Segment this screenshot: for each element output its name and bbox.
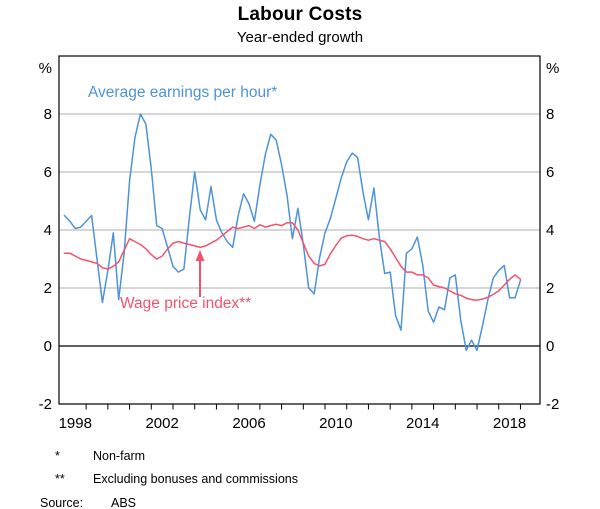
y-axis-label-right-2: 2 (546, 280, 554, 297)
series-label-average-earnings: Average earnings per hour* (88, 84, 278, 101)
y-axis-label-left-8: 8 (44, 106, 52, 123)
y-axis-label-left-6: 6 (44, 164, 52, 181)
chart-title: Labour Costs (237, 4, 363, 25)
x-axis-label-1998: 1998 (59, 415, 92, 432)
y-axis-label-right-4: 4 (546, 222, 554, 239)
wage-price-arrow-head (195, 250, 205, 261)
y-axis-label-left-4: 4 (44, 222, 52, 239)
y-axis-label-right-0: 0 (546, 338, 554, 355)
y-axis-label-left--2: -2 (39, 396, 52, 413)
x-axis-label-2018: 2018 (493, 415, 526, 432)
series-line-wage-price-index (63, 222, 522, 301)
y-axis-label-left-0: 0 (44, 338, 52, 355)
footnote-1-marker: * (55, 449, 60, 463)
source-value: ABS (111, 496, 137, 509)
y-axis-unit-right: % (546, 60, 559, 77)
series-label-wage-price-index: Wage price index** (120, 295, 252, 312)
footnote-2-marker: ** (55, 472, 65, 486)
plot-frame (58, 55, 541, 405)
x-axis-label-2002: 2002 (145, 415, 178, 432)
footnote-1-text: Non-farm (93, 449, 146, 463)
x-axis-label-2006: 2006 (232, 415, 265, 432)
y-axis-label-left-2: 2 (44, 280, 52, 297)
chart-subtitle: Year-ended growth (236, 29, 364, 46)
y-axis-label-right--2: -2 (546, 396, 559, 413)
series-line-average-earnings (63, 113, 522, 352)
x-axis-label-2010: 2010 (319, 415, 352, 432)
source-label: Source: (40, 496, 84, 509)
footnote-2-text: Excluding bonuses and commissions (93, 472, 298, 486)
x-axis-label-2014: 2014 (406, 415, 439, 432)
y-axis-label-right-6: 6 (546, 164, 554, 181)
y-axis-label-right-8: 8 (546, 106, 554, 123)
y-axis-unit-left: % (39, 60, 52, 77)
